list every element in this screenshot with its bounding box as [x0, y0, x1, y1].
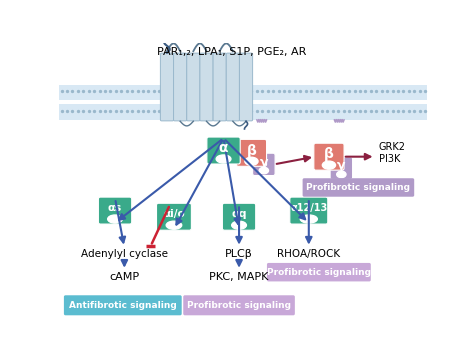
FancyBboxPatch shape	[237, 139, 266, 166]
Text: β: β	[246, 143, 256, 157]
FancyBboxPatch shape	[207, 137, 240, 164]
Ellipse shape	[300, 215, 317, 223]
Ellipse shape	[245, 157, 258, 165]
Text: cAMP: cAMP	[109, 272, 139, 282]
FancyBboxPatch shape	[187, 53, 200, 121]
Ellipse shape	[259, 167, 268, 174]
Text: γ: γ	[260, 156, 268, 169]
Text: αq: αq	[231, 209, 247, 219]
Text: PAR₁,₂, LPA₁, S1P, PGE₂, AR: PAR₁,₂, LPA₁, S1P, PGE₂, AR	[156, 47, 306, 57]
Text: α: α	[219, 141, 228, 155]
Text: PKC, MAPK: PKC, MAPK	[210, 272, 269, 282]
Text: Profibrotic signaling: Profibrotic signaling	[306, 183, 410, 192]
FancyBboxPatch shape	[64, 295, 182, 315]
Text: Antifibrotic signaling: Antifibrotic signaling	[69, 301, 177, 310]
FancyBboxPatch shape	[99, 197, 132, 224]
FancyBboxPatch shape	[160, 53, 173, 121]
FancyBboxPatch shape	[239, 53, 253, 121]
FancyBboxPatch shape	[213, 53, 226, 121]
Text: RHOA/ROCK: RHOA/ROCK	[277, 249, 340, 259]
FancyBboxPatch shape	[253, 153, 275, 176]
Text: γ: γ	[337, 159, 346, 172]
FancyBboxPatch shape	[173, 53, 187, 121]
Text: GRK2
PI3K: GRK2 PI3K	[379, 142, 406, 164]
Text: α12/13: α12/13	[290, 203, 328, 213]
FancyBboxPatch shape	[302, 178, 414, 197]
FancyBboxPatch shape	[290, 197, 328, 224]
Text: PLCβ: PLCβ	[225, 249, 253, 259]
Ellipse shape	[322, 161, 336, 169]
FancyBboxPatch shape	[226, 53, 239, 121]
Text: β: β	[324, 147, 334, 161]
Bar	[59, 85, 427, 100]
FancyBboxPatch shape	[267, 263, 371, 282]
Bar	[59, 104, 427, 120]
Text: αi/o: αi/o	[163, 209, 185, 219]
FancyBboxPatch shape	[330, 157, 353, 179]
FancyBboxPatch shape	[183, 295, 295, 315]
FancyBboxPatch shape	[222, 203, 255, 230]
Text: Profibrotic signaling: Profibrotic signaling	[187, 301, 291, 310]
Text: Adenylyl cyclase: Adenylyl cyclase	[81, 249, 168, 259]
FancyBboxPatch shape	[200, 53, 213, 121]
Text: Profibrotic signaling: Profibrotic signaling	[267, 268, 371, 277]
Ellipse shape	[216, 155, 231, 163]
Ellipse shape	[108, 215, 122, 223]
Text: αs: αs	[108, 203, 122, 213]
Ellipse shape	[166, 221, 182, 229]
FancyBboxPatch shape	[314, 143, 344, 170]
Ellipse shape	[337, 171, 346, 178]
FancyBboxPatch shape	[156, 203, 191, 230]
Ellipse shape	[232, 221, 246, 229]
